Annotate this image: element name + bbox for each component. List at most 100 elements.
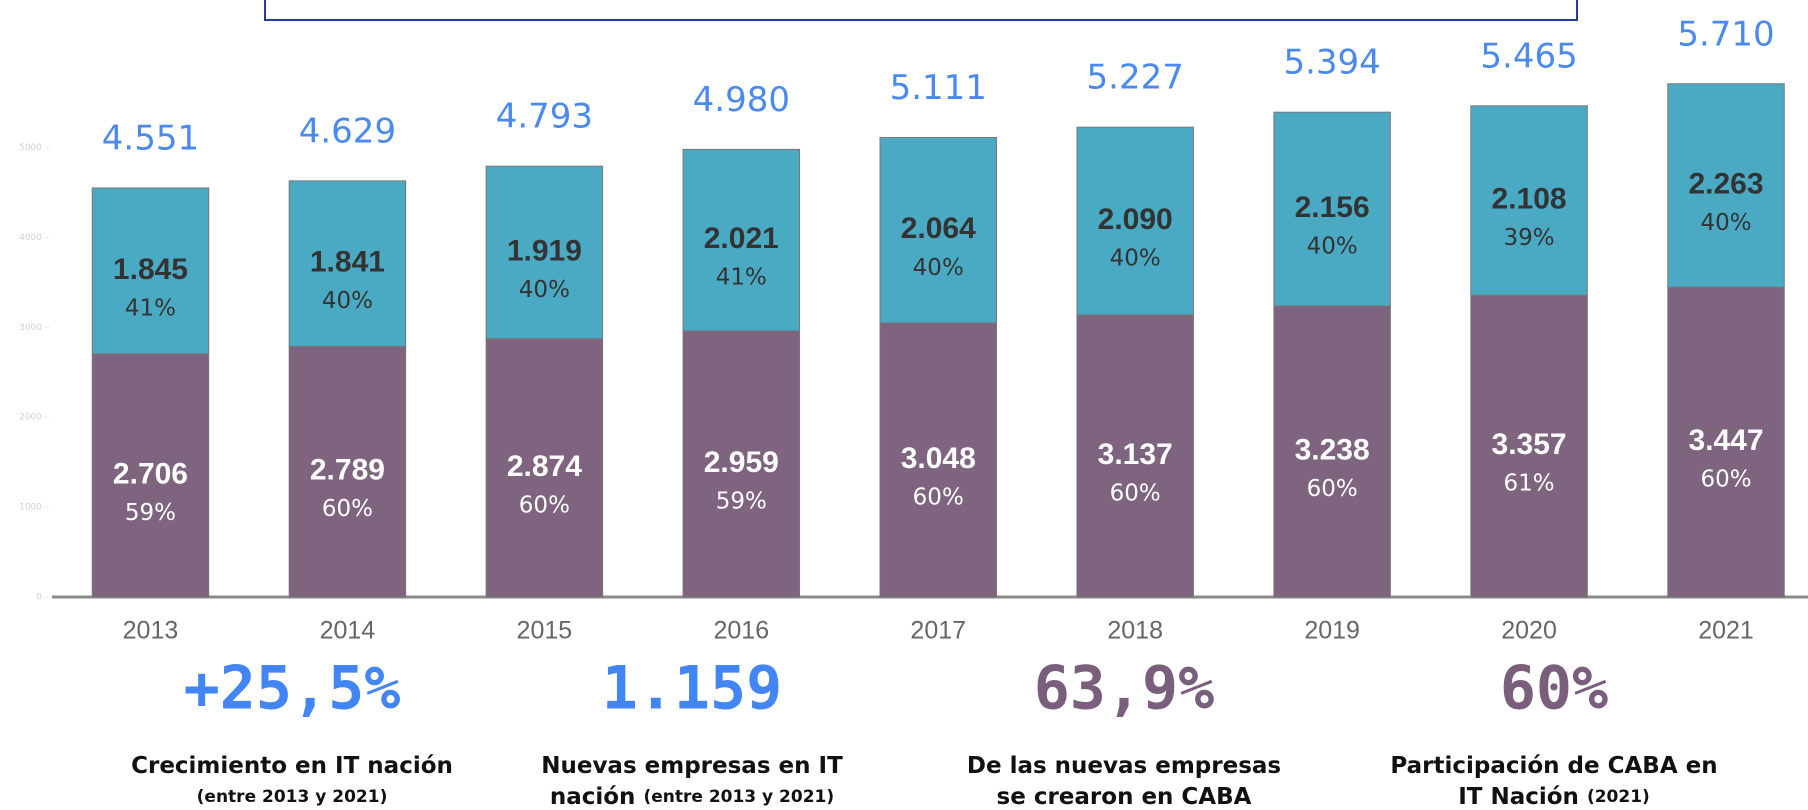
segment-share-label: 40%	[1307, 234, 1358, 260]
segment-value-label: 2.789	[310, 454, 385, 487]
y-tick-label: 0	[36, 593, 42, 603]
bar-segment	[485, 338, 604, 598]
segment-value-label: 2.021	[704, 222, 779, 255]
highlight-text-part: (entre 2013 y 2021)	[197, 787, 388, 807]
segment-value-label: 2.108	[1492, 182, 1567, 215]
bar-segment	[1076, 126, 1194, 316]
segment-share-label: 41%	[125, 295, 176, 321]
segment-share-label: 61%	[1504, 471, 1555, 497]
segment-share-label: 40%	[1700, 210, 1751, 236]
highlight-text: (entre 2013 y 2021)	[197, 787, 388, 807]
y-tick-label: 1000	[19, 503, 42, 513]
segment-value-label: 3.357	[1492, 428, 1567, 461]
highlight-text-part: (entre 2013 y 2021)	[643, 787, 834, 807]
highlight-text-part: IT Nación	[1458, 784, 1587, 810]
highlight-text: IT Nación (2021)	[1458, 784, 1650, 810]
bar-segment	[485, 165, 604, 340]
segment-value-label: 2.874	[507, 450, 582, 483]
bar-segment	[91, 187, 210, 355]
top-box	[264, 0, 1578, 21]
total-label: 4.980	[693, 80, 790, 120]
highlight-text: nación (entre 2013 y 2021)	[550, 784, 834, 810]
highlight-value: 60%	[1500, 654, 1608, 724]
bar-segment	[288, 345, 407, 598]
highlight-text: De las nuevas empresas	[967, 753, 1281, 779]
segment-share-label: 60%	[1110, 481, 1161, 507]
segment-value-label: 3.137	[1098, 438, 1173, 471]
segment-value-label: 3.238	[1295, 433, 1370, 466]
highlight-text-part: se crearon en CABA	[997, 784, 1252, 810]
x-tick-label: 2019	[1304, 617, 1360, 645]
total-label: 5.465	[1480, 36, 1577, 76]
bar-segment	[1470, 105, 1588, 296]
bar-segment	[1667, 286, 1785, 598]
segment-value-label: 3.447	[1688, 424, 1763, 457]
bar-segment	[682, 148, 801, 332]
segment-share-label: 41%	[716, 265, 767, 291]
y-tick-label: 4000	[19, 233, 42, 243]
highlight-text-part: (2021)	[1587, 787, 1650, 807]
segment-value-label: 2.156	[1295, 191, 1370, 224]
segment-share-label: 40%	[1110, 246, 1161, 272]
bar-segment	[879, 322, 997, 598]
segment-share-label: 60%	[1700, 467, 1751, 493]
total-label: 5.111	[890, 68, 987, 108]
highlight-text: Nuevas empresas en IT	[541, 753, 843, 779]
segment-share-label: 59%	[716, 489, 767, 515]
x-tick-label: 2015	[517, 617, 573, 645]
bar-segment	[1667, 83, 1785, 288]
total-label: 5.394	[1283, 43, 1380, 83]
segment-value-label: 2.959	[704, 446, 779, 479]
highlight-text-part: Participación de CABA en	[1390, 753, 1717, 779]
x-tick-label: 2014	[320, 617, 376, 645]
segment-share-label: 60%	[913, 485, 964, 511]
highlight-text: se crearon en CABA	[997, 784, 1252, 810]
segment-share-label: 39%	[1504, 225, 1555, 251]
highlight-value: 63,9%	[1034, 654, 1215, 724]
segment-value-label: 1.919	[507, 234, 582, 267]
highlight-text-part: De las nuevas empresas	[967, 753, 1281, 779]
x-tick-label: 2017	[910, 617, 966, 645]
x-tick-label: 2020	[1501, 617, 1557, 645]
total-label: 5.227	[1087, 58, 1184, 98]
highlight-text-part: Crecimiento en IT nación	[131, 753, 453, 779]
y-tick-label: 5000	[19, 143, 42, 153]
total-label: 4.793	[496, 97, 593, 137]
segment-value-label: 2.263	[1688, 167, 1763, 200]
segment-share-label: 60%	[322, 496, 373, 522]
bar-segment	[1273, 111, 1391, 307]
segment-value-label: 1.841	[310, 246, 385, 279]
bar-segment	[1470, 294, 1588, 598]
highlight-text-part: nación	[550, 784, 644, 810]
highlight-value: +25,5%	[184, 654, 401, 724]
highlight-text-part: Nuevas empresas en IT	[541, 753, 843, 779]
y-tick-label: 2000	[19, 413, 42, 423]
segment-share-label: 40%	[913, 255, 964, 281]
segment-share-label: 60%	[1307, 476, 1358, 502]
bar-segment	[682, 330, 801, 598]
bar-segment	[1273, 305, 1391, 598]
segment-share-label: 60%	[519, 492, 570, 518]
highlight-value: 1.159	[602, 654, 783, 724]
x-tick-label: 2013	[123, 617, 179, 645]
segment-value-label: 2.706	[113, 457, 188, 490]
segment-share-label: 40%	[322, 288, 373, 314]
segment-value-label: 3.048	[901, 442, 976, 475]
bar-segment	[288, 180, 407, 347]
segment-share-label: 59%	[125, 500, 176, 526]
total-label: 5.710	[1677, 14, 1774, 54]
x-tick-label: 2018	[1107, 617, 1163, 645]
y-tick-label: 3000	[19, 323, 42, 333]
x-tick-label: 2016	[713, 617, 769, 645]
segment-share-label: 40%	[519, 277, 570, 303]
total-label: 4.551	[102, 118, 199, 158]
highlight-text: Participación de CABA en	[1390, 753, 1717, 779]
bar-segment	[879, 137, 997, 324]
highlight-text: Crecimiento en IT nación	[131, 753, 453, 779]
x-tick-label: 2021	[1698, 617, 1754, 645]
segment-value-label: 2.064	[901, 212, 976, 245]
bar-segment	[1076, 314, 1194, 598]
bar-segment	[91, 353, 210, 598]
segment-value-label: 1.845	[113, 253, 188, 286]
